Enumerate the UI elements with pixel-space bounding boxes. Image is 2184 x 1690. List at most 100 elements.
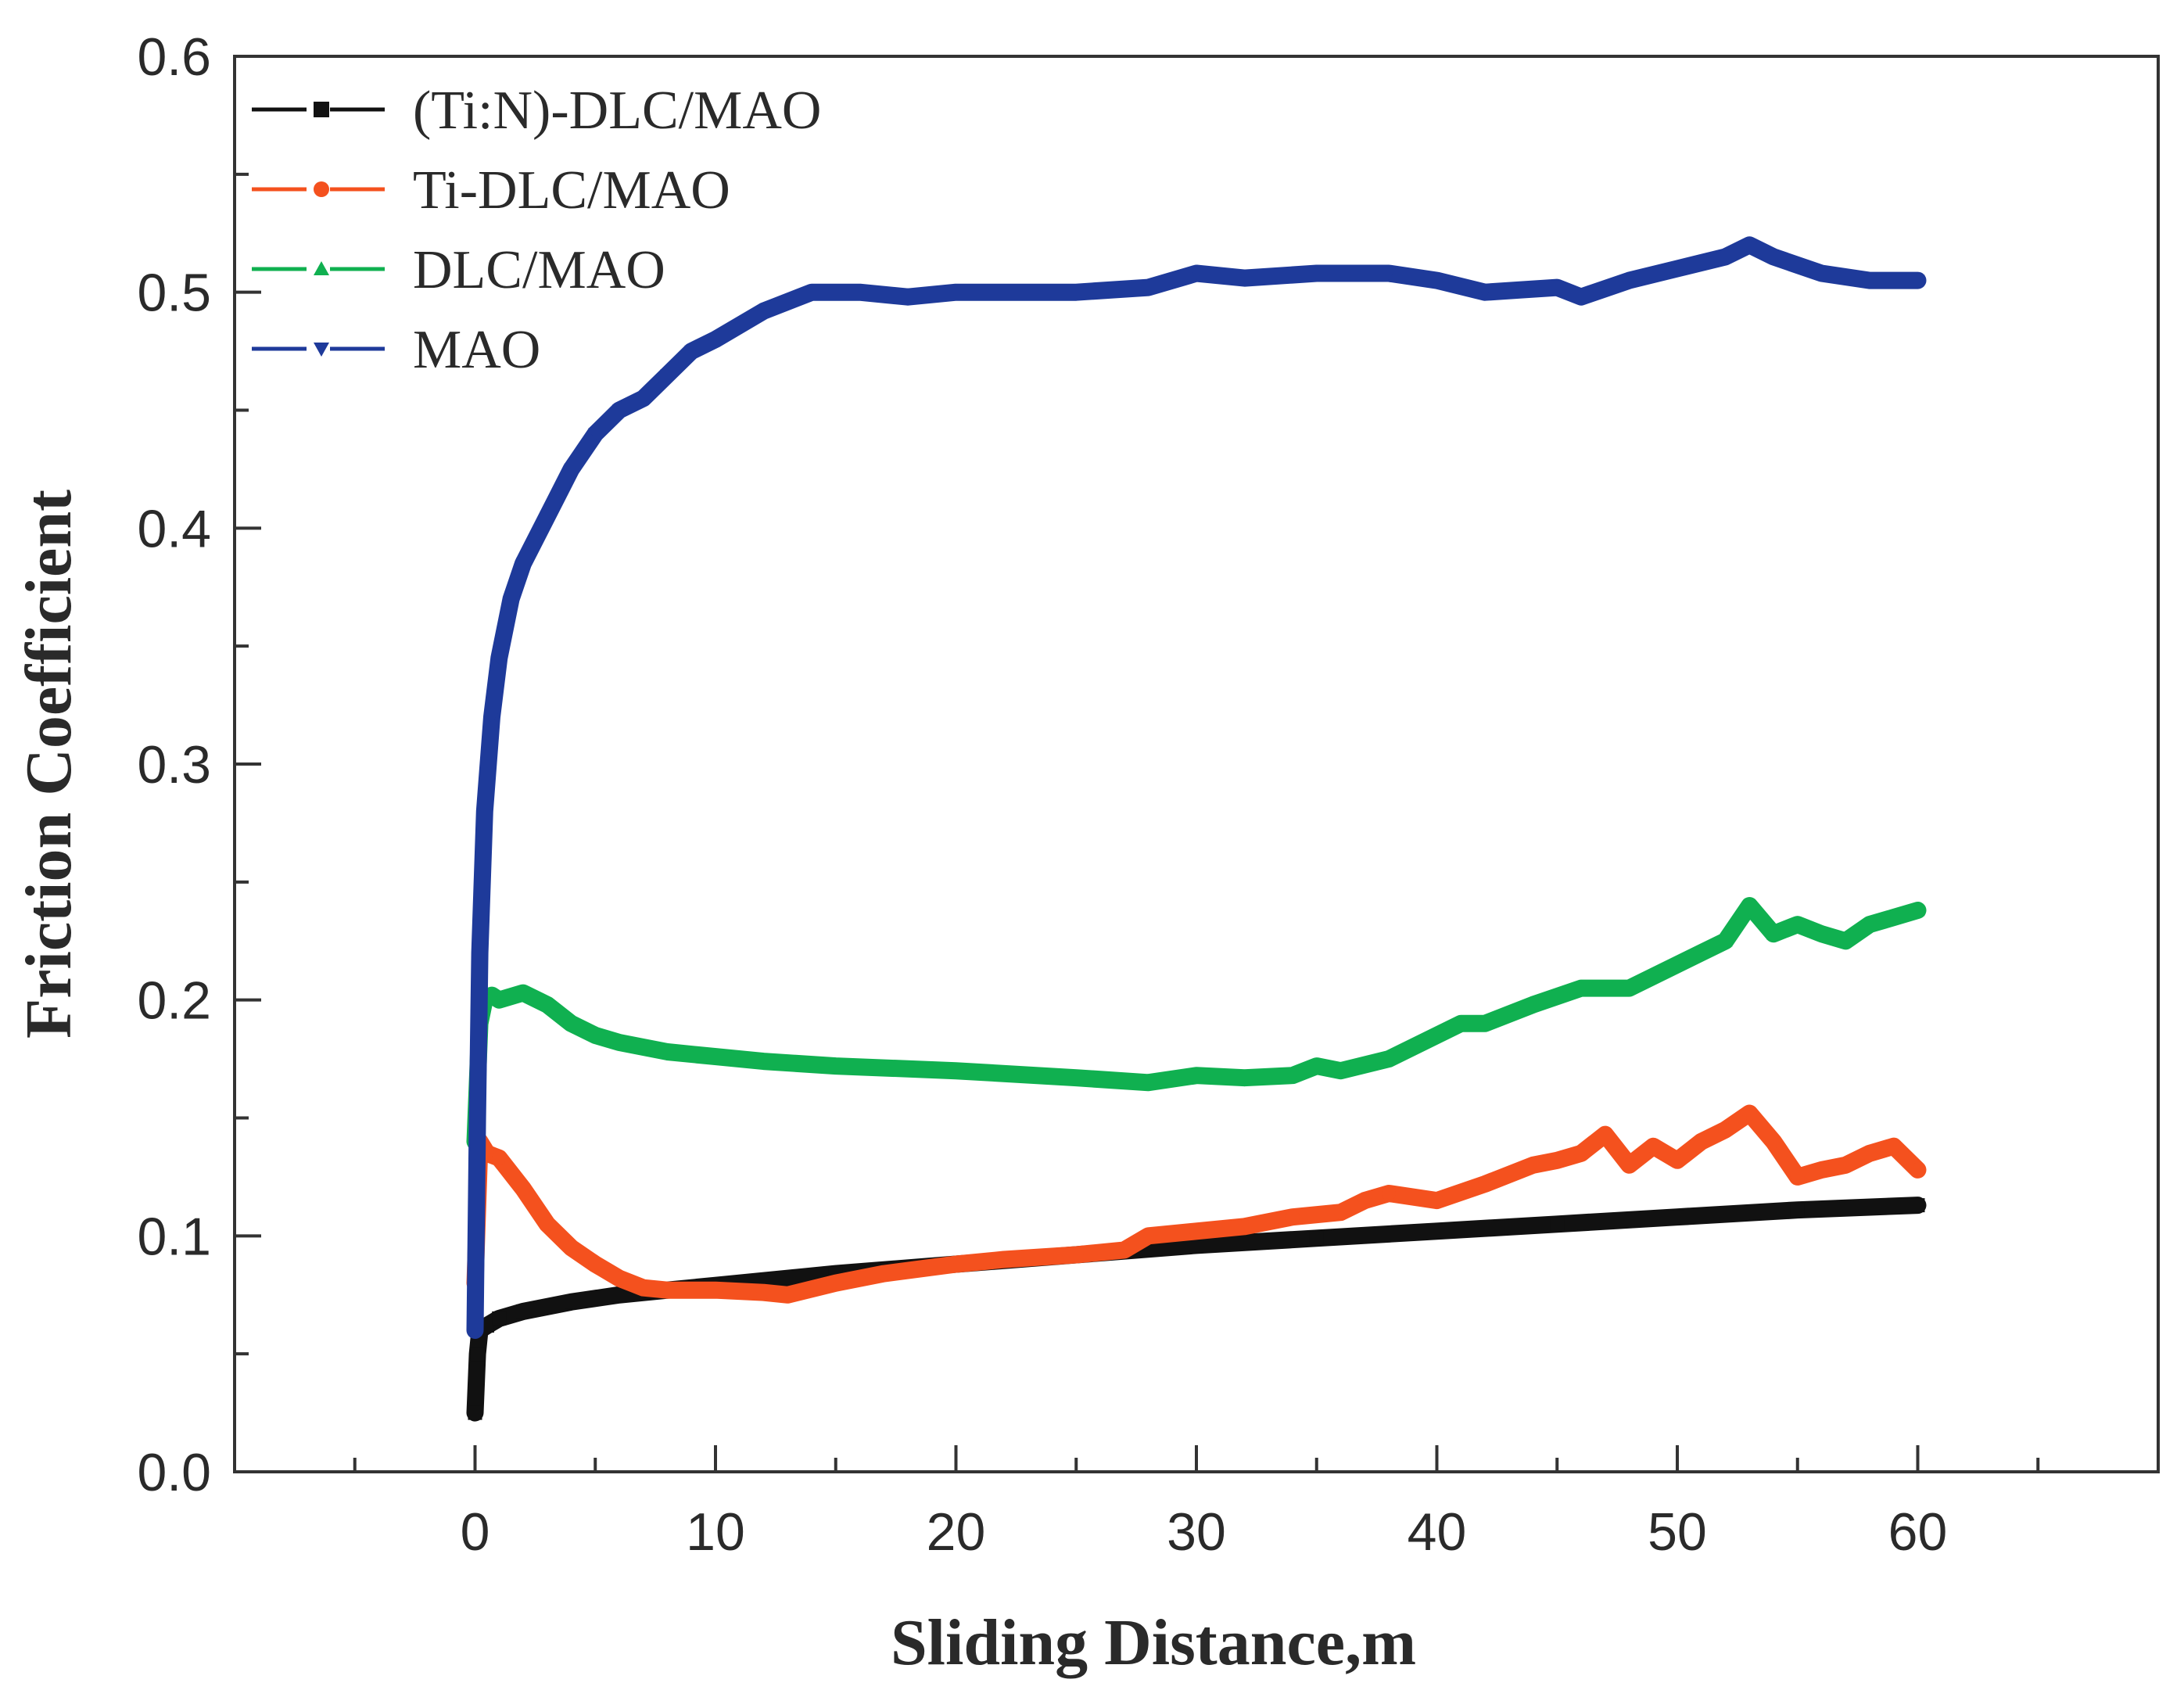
data-point (877, 1266, 891, 1281)
data-point (1863, 1146, 1877, 1161)
data-point (1598, 1127, 1612, 1142)
data-point (1838, 934, 1853, 947)
legend-label: MAO (413, 320, 540, 380)
x-tick-label: 10 (686, 1502, 745, 1562)
data-point (1694, 945, 1709, 959)
data-point (1309, 1059, 1324, 1072)
data-point (492, 1150, 507, 1165)
data-point (997, 286, 1011, 300)
data-point (1189, 1238, 1203, 1253)
data-point (504, 593, 518, 606)
legend-label: Ti-DLC/MAO (413, 160, 730, 221)
data-point (564, 463, 579, 476)
data-point (1574, 981, 1588, 994)
series-mao (466, 236, 1927, 1339)
x-tick-label: 60 (1888, 1502, 1948, 1562)
data-point (901, 291, 915, 304)
data-point (1526, 1157, 1540, 1172)
data-point (564, 1294, 579, 1309)
data-point (805, 286, 819, 300)
data-point (1670, 957, 1684, 971)
data-point (1286, 1210, 1300, 1225)
data-point (1237, 272, 1252, 285)
y-tick-label: 0.4 (137, 499, 211, 558)
data-point (1718, 251, 1733, 264)
data-point (1189, 1224, 1203, 1239)
data-point (1718, 1122, 1733, 1137)
data-point (612, 404, 626, 418)
data-point (1622, 274, 1637, 288)
data-point (516, 985, 530, 999)
data-point (1790, 1203, 1805, 1218)
data-point (949, 286, 963, 300)
data-point (485, 988, 500, 1001)
data-point (756, 305, 771, 318)
data-point (472, 947, 487, 960)
data-point (1814, 927, 1829, 940)
data-point (1574, 291, 1588, 304)
legend-label: DLC/MAO (413, 240, 665, 300)
data-point (636, 1280, 651, 1295)
data-point (1382, 267, 1396, 281)
data-point (470, 1112, 485, 1125)
data-point (1670, 1153, 1684, 1168)
data-point (588, 428, 603, 441)
legend: (Ti:N)-DLC/MAO Ti-DLC/MAO DLC/MAO MAO (252, 81, 821, 380)
data-point (1910, 274, 1925, 288)
data-point (1742, 1106, 1757, 1121)
data-point (1141, 1075, 1156, 1089)
legend-label: (Ti:N)-DLC/MAO (413, 81, 821, 141)
x-tick-label: 30 (1167, 1502, 1226, 1562)
data-point (1814, 1162, 1829, 1177)
data-point (492, 1311, 507, 1326)
legend-item: MAO (252, 320, 540, 380)
data-point (1550, 282, 1565, 295)
y-axis-title: Friction Coefficient (13, 490, 85, 1039)
data-point (1814, 267, 1829, 281)
data-point (492, 652, 507, 666)
data-point (540, 1217, 554, 1232)
data-point (612, 1035, 626, 1049)
y-tick-label: 0.6 (137, 27, 211, 87)
data-point (1863, 274, 1877, 288)
data-point (1574, 1146, 1588, 1161)
data-point (588, 1028, 603, 1042)
data-point (1382, 1186, 1396, 1201)
series-line (466, 1104, 1927, 1304)
data-point (1694, 1134, 1709, 1149)
x-tick-label: 20 (927, 1502, 986, 1562)
data-point (1141, 282, 1156, 295)
data-point (1478, 1016, 1492, 1030)
data-point (1550, 1217, 1565, 1232)
data-point (756, 1054, 771, 1067)
data-point (1454, 1016, 1469, 1030)
data-point (756, 1285, 771, 1300)
data-point (1790, 1169, 1805, 1184)
legend-item: (Ti:N)-DLC/MAO (252, 81, 821, 141)
data-point (1309, 1231, 1324, 1246)
data-point (564, 1240, 579, 1255)
data-point (1189, 267, 1203, 281)
data-point (949, 1064, 963, 1077)
data-point (1069, 286, 1084, 300)
data-point (1382, 1052, 1396, 1065)
series-layer (466, 236, 1927, 1422)
y-tick-label: 0.3 (137, 735, 211, 795)
x-tick-label: 50 (1648, 1502, 1707, 1562)
legend-marker (314, 261, 329, 275)
data-point (1237, 1071, 1252, 1084)
data-point (852, 286, 867, 300)
data-point (1670, 263, 1684, 276)
data-point (1863, 917, 1877, 931)
data-point (1886, 1139, 1901, 1154)
data-point (708, 333, 723, 346)
data-point (1622, 1157, 1637, 1172)
series-line (466, 236, 1927, 1339)
data-point (516, 558, 530, 571)
data-point (949, 1257, 963, 1272)
data-point (1069, 1247, 1084, 1262)
y-tick-label: 0.0 (137, 1443, 211, 1502)
data-point (516, 1182, 530, 1196)
legend-marker (314, 343, 329, 357)
